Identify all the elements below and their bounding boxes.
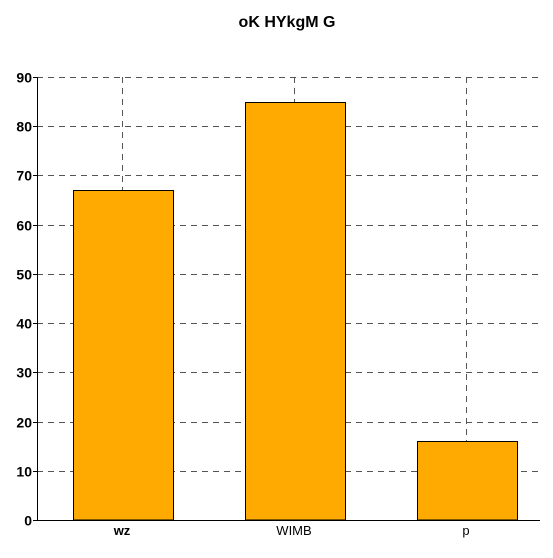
y-tick-label: 10 bbox=[16, 464, 32, 480]
y-tick-label: 20 bbox=[16, 415, 32, 431]
y-tick-label: 40 bbox=[16, 316, 32, 332]
x-tick-label: p bbox=[462, 523, 469, 538]
y-tick-label: 90 bbox=[16, 70, 32, 86]
y-tick-label: 80 bbox=[16, 119, 32, 135]
y-tick-label: 0 bbox=[24, 513, 32, 529]
chart-title: oK HYkgM G bbox=[239, 14, 336, 31]
bars bbox=[73, 102, 518, 521]
y-tick-label: 60 bbox=[16, 218, 32, 234]
x-tick-label: wz bbox=[113, 523, 131, 538]
bar-p bbox=[417, 441, 518, 521]
bar-wz bbox=[73, 190, 174, 521]
axes bbox=[37, 77, 540, 521]
y-tick-label: 30 bbox=[16, 365, 32, 381]
bar-WIMB bbox=[245, 102, 346, 521]
x-tick-label: WIMB bbox=[276, 523, 311, 538]
y-tick-label: 70 bbox=[16, 168, 32, 184]
x-axis-labels: wz WIMB p bbox=[113, 523, 470, 538]
y-axis-ticks: 0 10 20 30 40 50 60 70 80 90 bbox=[16, 70, 37, 529]
y-tick-label: 50 bbox=[16, 267, 32, 283]
